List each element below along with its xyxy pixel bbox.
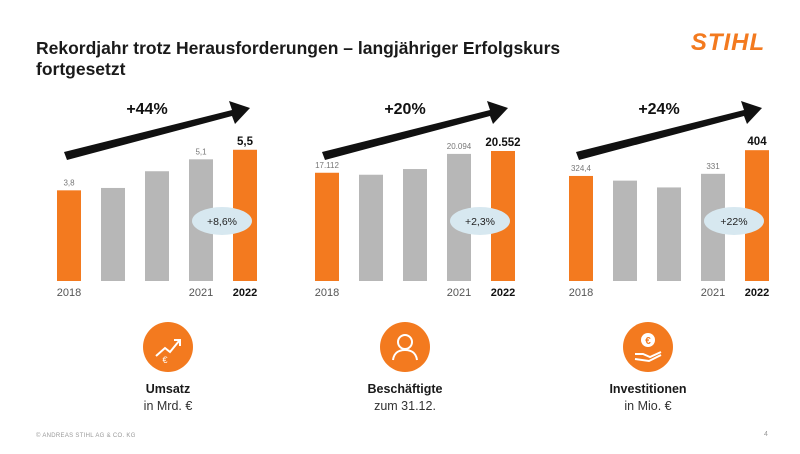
growth-arrow [64,101,250,160]
kpi-name: Umsatz [145,382,191,396]
bar-2020 [145,171,169,281]
cagr-bubble [450,207,510,235]
value-label: 3,8 [63,178,75,187]
value-label: 20.552 [485,137,520,149]
bar-2020 [403,169,427,281]
employees-chart: +20% 17.112 2018 20.094 2021 20.552 2022 +2,3% [300,90,540,305]
employee-icon [380,322,430,372]
kpi-unit: in Mrd. € [143,399,193,413]
revenue-chart: +44% 3,8 2018 5,1 2021 5,5 2022 +8,6% [42,90,282,305]
axis-label: 2018 [569,287,593,299]
axis-label: 2021 [447,287,471,299]
axis-label: 2018 [315,287,339,299]
growth-label: +24% [638,101,679,118]
bar-2018 [569,175,593,281]
axis-label: 2021 [701,287,725,299]
kpi-unit: in Mio. € [624,399,672,413]
revenue-growth-icon: € [143,322,193,372]
value-label: 324,4 [571,164,592,173]
axis-label: 2022 [491,287,515,299]
stihl-logo: STIHL [691,29,765,56]
bar-2019 [613,180,637,281]
kpi-unit: zum 31.12. [374,399,436,413]
kpi-revenue: € Umsatz in Mrd. € [68,322,268,413]
value-label: 331 [706,162,720,171]
value-label: 5,1 [195,147,207,156]
bar-2018 [57,190,81,281]
value-label: 20.094 [447,142,472,151]
growth-label: +44% [126,101,167,118]
bar-2019 [101,187,125,281]
growth-arrow [576,101,762,160]
svg-text:STIHL: STIHL [691,29,765,56]
cagr-label: +22% [720,216,747,228]
investment-hand-euro-icon: € [623,322,673,372]
kpi-name: Investitionen [609,382,687,396]
kpi-employees: Beschäftigte zum 31.12. [305,322,505,413]
kpi-name: Beschäftigte [367,382,443,396]
cagr-label: +8,6% [207,216,237,228]
cagr-bubble [192,207,252,235]
chart-canvas: +44% 3,8 2018 5,1 2021 5,5 2022 +8,6% [57,101,257,299]
chart-canvas: +20% 17.112 2018 20.094 2021 20.552 2022 +2,3% [315,101,521,299]
copyright-footer: © ANDREAS STIHL AG & CO. KG [36,433,136,439]
value-label: 5,5 [237,136,254,148]
value-label: 404 [747,136,767,148]
svg-text:€: € [645,336,651,347]
chart-canvas: +24% 324,4 2018 331 2021 404 2022 +22% [569,101,769,299]
cagr-bubble [704,207,764,235]
axis-label: 2022 [745,287,769,299]
page-number: 4 [764,431,768,438]
axis-label: 2018 [57,287,81,299]
page-title: Rekordjahr trotz Herausforderungen – lan… [36,38,561,79]
investments-chart: +24% 324,4 2018 331 2021 404 2022 +22% [554,90,794,305]
bar-2018 [315,172,339,281]
axis-label: 2021 [189,287,213,299]
growth-label: +20% [384,101,425,118]
value-label: 17.112 [315,161,339,170]
bar-2020 [657,187,681,281]
bar-2019 [359,174,383,281]
axis-label: 2022 [233,287,257,299]
kpi-investments: € Investitionen in Mio. € [548,322,748,413]
svg-text:€: € [162,355,167,365]
cagr-label: +2,3% [465,216,495,228]
growth-arrow [322,101,508,160]
